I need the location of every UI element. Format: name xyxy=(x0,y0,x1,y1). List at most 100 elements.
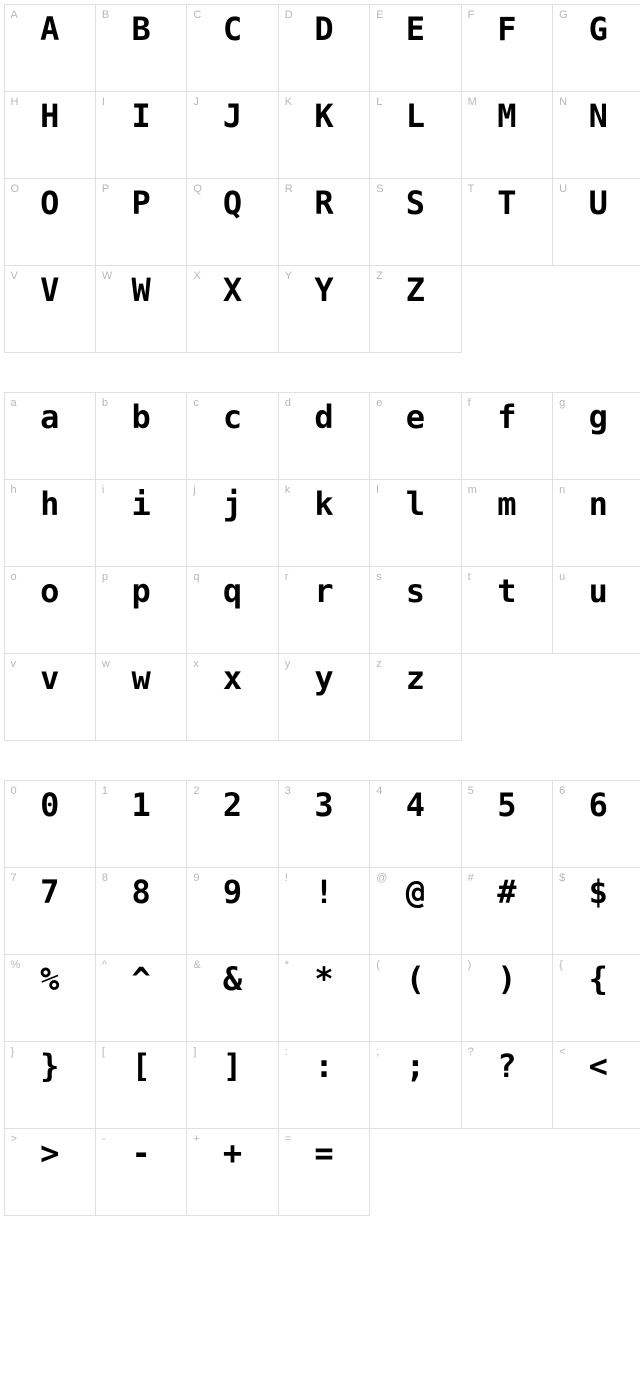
glyph-cell: }} xyxy=(4,1041,96,1129)
glyph-character: @ xyxy=(370,876,460,908)
glyph-cell: == xyxy=(278,1128,370,1216)
glyph-cell: pp xyxy=(95,566,187,654)
glyph-cell: BB xyxy=(95,4,187,92)
glyph-character: { xyxy=(553,963,640,995)
glyph-cell: MM xyxy=(461,91,553,179)
glyph-cell: ii xyxy=(95,479,187,567)
glyph-character: U xyxy=(553,187,640,219)
glyph-character: A xyxy=(5,13,95,45)
glyph-character: t xyxy=(462,575,552,607)
glyph-character: & xyxy=(187,963,277,995)
glyph-cell: DD xyxy=(278,4,370,92)
glyph-cell: 66 xyxy=(552,780,640,868)
glyph-cell: TT xyxy=(461,178,553,266)
glyph-cell: FF xyxy=(461,4,553,92)
glyph-character: R xyxy=(279,187,369,219)
glyph-character: > xyxy=(5,1137,95,1169)
glyph-character: D xyxy=(279,13,369,45)
glyph-cell: 44 xyxy=(369,780,461,868)
glyph-cell: AA xyxy=(4,4,96,92)
glyph-cell: gg xyxy=(552,392,640,480)
glyph-cell: 22 xyxy=(186,780,278,868)
glyph-cell: ## xyxy=(461,867,553,955)
glyph-cell: (( xyxy=(369,954,461,1042)
glyph-character: r xyxy=(279,575,369,607)
glyph-character: c xyxy=(187,401,277,433)
glyph-character: M xyxy=(462,100,552,132)
glyph-character: ? xyxy=(462,1050,552,1082)
glyph-character: * xyxy=(279,963,369,995)
glyph-character: : xyxy=(279,1050,369,1082)
glyph-cell: EE xyxy=(369,4,461,92)
glyph-character: e xyxy=(370,401,460,433)
glyph-character: j xyxy=(187,488,277,520)
glyph-cell: YY xyxy=(278,265,370,353)
glyph-cell: ll xyxy=(369,479,461,567)
glyph-cell: ++ xyxy=(186,1128,278,1216)
glyph-character: S xyxy=(370,187,460,219)
glyph-cell: vv xyxy=(4,653,96,741)
glyph-character: X xyxy=(187,274,277,306)
glyph-character: f xyxy=(462,401,552,433)
glyph-character: q xyxy=(187,575,277,607)
glyph-cell: kk xyxy=(278,479,370,567)
glyph-cell: OO xyxy=(4,178,96,266)
glyph-cell: uu xyxy=(552,566,640,654)
glyph-character: N xyxy=(553,100,640,132)
glyph-cell: 77 xyxy=(4,867,96,955)
glyph-cell: II xyxy=(95,91,187,179)
glyph-cell: CC xyxy=(186,4,278,92)
glyph-cell: VV xyxy=(4,265,96,353)
glyph-cell: ww xyxy=(95,653,187,741)
glyph-cell: ee xyxy=(369,392,461,480)
glyph-cell: >> xyxy=(4,1128,96,1216)
glyph-character: % xyxy=(5,963,95,995)
glyph-cell: JJ xyxy=(186,91,278,179)
glyph-cell: oo xyxy=(4,566,96,654)
glyph-character: # xyxy=(462,876,552,908)
glyph-chart: AABBCCDDEEFFGGHHIIJJKKLLMMNNOOPPQQRRSSTT… xyxy=(4,4,640,1215)
glyph-cell: dd xyxy=(278,392,370,480)
glyph-character: p xyxy=(96,575,186,607)
glyph-character: B xyxy=(96,13,186,45)
glyph-character: 5 xyxy=(462,789,552,821)
glyph-cell: bb xyxy=(95,392,187,480)
glyph-cell: cc xyxy=(186,392,278,480)
glyph-cell: qq xyxy=(186,566,278,654)
glyph-character: b xyxy=(96,401,186,433)
glyph-character: 0 xyxy=(5,789,95,821)
glyph-cell: QQ xyxy=(186,178,278,266)
glyph-character: ; xyxy=(370,1050,460,1082)
glyph-cell: jj xyxy=(186,479,278,567)
glyph-cell: NN xyxy=(552,91,640,179)
glyph-cell: xx xyxy=(186,653,278,741)
glyph-character: L xyxy=(370,100,460,132)
glyph-character: ) xyxy=(462,963,552,995)
glyph-cell: 00 xyxy=(4,780,96,868)
glyph-cell: 11 xyxy=(95,780,187,868)
glyph-character: 9 xyxy=(187,876,277,908)
glyph-character: l xyxy=(370,488,460,520)
glyph-character: 2 xyxy=(187,789,277,821)
glyph-cell: UU xyxy=(552,178,640,266)
glyph-cell: zz xyxy=(369,653,461,741)
glyph-character: ] xyxy=(187,1050,277,1082)
glyph-cell: XX xyxy=(186,265,278,353)
section-numbers-symbols: 00112233445566778899!!@@##$$%%^^&&**(())… xyxy=(4,780,640,1215)
glyph-character: F xyxy=(462,13,552,45)
glyph-cell: 55 xyxy=(461,780,553,868)
glyph-character: = xyxy=(279,1137,369,1169)
glyph-cell: ]] xyxy=(186,1041,278,1129)
glyph-character: ^ xyxy=(96,963,186,995)
glyph-character: o xyxy=(5,575,95,607)
glyph-grid: aabbccddeeffgghhiijjkkllmmnnooppqqrrsstt… xyxy=(4,392,640,740)
glyph-cell: KK xyxy=(278,91,370,179)
glyph-cell: !! xyxy=(278,867,370,955)
glyph-character: G xyxy=(553,13,640,45)
glyph-character: i xyxy=(96,488,186,520)
glyph-character: Q xyxy=(187,187,277,219)
glyph-cell: %% xyxy=(4,954,96,1042)
glyph-cell: ;; xyxy=(369,1041,461,1129)
glyph-cell: ZZ xyxy=(369,265,461,353)
glyph-character: a xyxy=(5,401,95,433)
